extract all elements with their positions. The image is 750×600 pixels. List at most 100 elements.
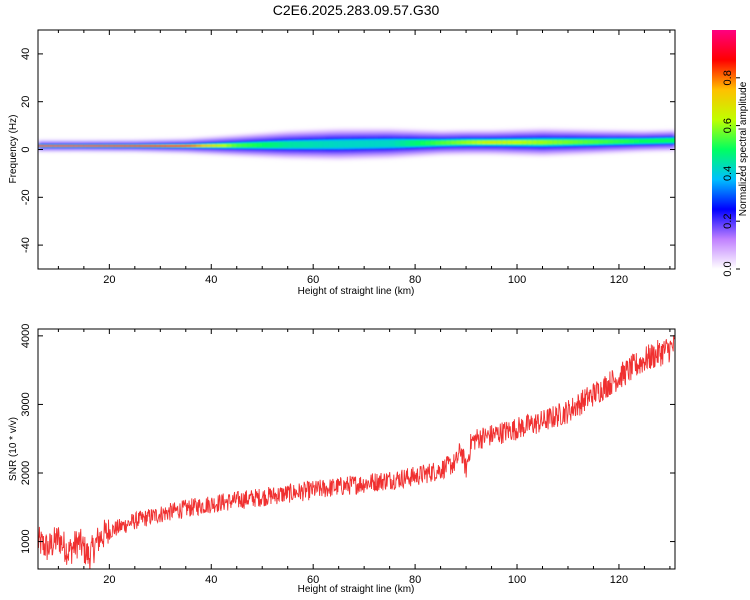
x-tick-label: 100 [508, 574, 526, 586]
spectrogram-cell [292, 142, 299, 147]
spectrogram-cell [73, 145, 80, 147]
spectrogram-cell [450, 140, 457, 145]
colorbar-ticks: 0.0 0.2 0.4 0.6 0.8 [722, 70, 740, 277]
spectrogram-cell [654, 139, 661, 143]
spectrogram-cell [593, 140, 600, 144]
x-tick-label: 60 [307, 274, 319, 286]
spectrogram-core [38, 136, 675, 150]
spectrogram-cell [542, 140, 549, 145]
spectrogram-cell [613, 139, 620, 144]
y-tick-label: 2000 [20, 461, 32, 485]
spectrogram-cell [302, 142, 309, 147]
spectrogram-cell [134, 145, 141, 147]
x-tick-label: 120 [610, 274, 628, 286]
spectrogram-cell [297, 142, 304, 147]
spectrogram-cell [476, 140, 482, 145]
colorbar-tick-label: 0.6 [722, 118, 734, 133]
spectrogram-cell [471, 140, 477, 145]
spectrogram-cell [308, 142, 314, 147]
spectrogram-cell [629, 139, 635, 143]
spectrogram-cell [323, 142, 330, 147]
spectrogram-cell [318, 142, 324, 147]
spectrogram-cell [104, 145, 110, 147]
spectrogram-cell [119, 145, 126, 147]
spectrogram-cell [669, 139, 675, 142]
spectrogram-cell [282, 142, 289, 147]
spectrogram-cell [445, 140, 452, 145]
snr-x-axis-label: Height of straight line (km) [298, 584, 415, 595]
colorbar: 0.0 0.2 0.4 0.6 0.8 Normalized spectral ampl… [712, 30, 749, 277]
spectrogram-ticks: 20 40 60 80 100 120 40 20 0 -20 -40 [20, 30, 675, 286]
spectrogram-cell [353, 141, 360, 147]
colorbar-tick-label: 0.4 [722, 166, 734, 181]
colorbar-tick-label: 0.2 [722, 214, 734, 229]
x-tick-label: 100 [508, 274, 526, 286]
spectrogram-cell [226, 144, 233, 147]
spectrogram-cell [399, 141, 406, 146]
spectrogram-cell [257, 143, 263, 147]
spectrogram-cell [78, 145, 85, 147]
spectrogram-cell [374, 141, 381, 146]
spectrogram-cell [522, 140, 528, 145]
spectrogram-cell [659, 139, 666, 143]
spectrogram-cell [170, 145, 177, 147]
spectrogram-band [38, 129, 675, 159]
spectrogram-cell [63, 145, 70, 147]
spectrogram-x-axis-label: Height of straight line (km) [298, 286, 415, 297]
spectrogram-cell [185, 144, 192, 147]
spectrogram-cell [145, 145, 151, 147]
spectrogram-cell [58, 145, 65, 147]
y-tick-label: -20 [20, 189, 32, 205]
spectrogram-cell [430, 141, 437, 145]
spectrogram-cell [114, 145, 121, 147]
spectrogram-cell [664, 139, 671, 143]
spectrogram-cell [195, 144, 202, 147]
spectrogram-cell [527, 140, 533, 145]
spectrogram-cell [639, 139, 646, 143]
spectrogram-cell [552, 140, 559, 145]
spectrogram-cell [99, 145, 105, 147]
spectrogram-cell [201, 144, 207, 147]
spectrogram-cell [252, 143, 258, 147]
spectrogram-cell [38, 145, 44, 147]
spectrogram-cell [567, 140, 574, 144]
spectrogram-cell [435, 141, 442, 145]
spectrogram-cell [420, 141, 426, 145]
spectrogram-cell [206, 144, 212, 147]
spectrogram-cell [53, 145, 59, 147]
y-tick-label: 4000 [20, 324, 32, 348]
spectrogram-cell [557, 140, 564, 144]
spectrogram-cell [384, 141, 391, 146]
spectrogram-cell [129, 145, 136, 147]
spectrogram-cell [277, 142, 284, 147]
colorbar-tick-label: 0.0 [722, 261, 734, 276]
spectrogram-cell [425, 141, 431, 145]
spectrogram-cell [379, 141, 386, 146]
x-tick-label: 40 [205, 574, 217, 586]
spectrogram-cell [496, 140, 503, 145]
spectrogram-cell [262, 143, 268, 147]
spectrogram-cell [364, 141, 370, 146]
spectrogram-cell [221, 144, 228, 147]
spectrogram-cell [440, 141, 447, 145]
spectrogram-cell [410, 141, 416, 146]
spectrogram-cell [562, 140, 569, 144]
y-tick-label: -40 [20, 237, 32, 253]
spectrogram-cell [491, 140, 498, 145]
spectrogram-cell [287, 142, 294, 147]
spectrogram-cell [583, 140, 589, 144]
spectrogram-cell [175, 144, 182, 147]
snr-frame [37, 328, 676, 570]
spectrogram-cell [404, 141, 411, 146]
spectrogram-cell [506, 140, 513, 145]
spectrogram-cell [160, 145, 166, 147]
spectrogram-cell [578, 140, 584, 144]
spectrogram-cell [359, 141, 365, 147]
spectrogram-cell [537, 140, 544, 145]
spectrogram-cell [634, 139, 640, 143]
spectrogram-cell [216, 144, 223, 147]
spectrogram-cell [624, 139, 630, 143]
spectrogram-cell [389, 141, 396, 146]
x-tick-label: 20 [103, 574, 115, 586]
